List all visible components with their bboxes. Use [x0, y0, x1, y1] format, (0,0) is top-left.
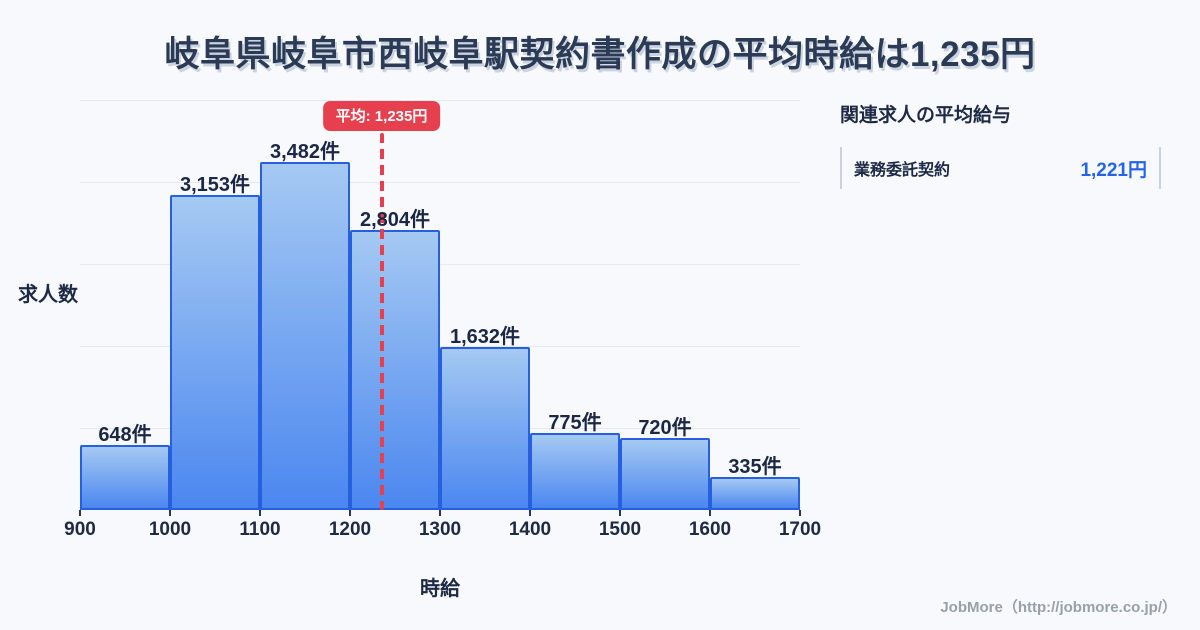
- page-title: 岐阜県岐阜市西岐阜駅契約書作成の平均時給は1,235円: [164, 35, 1036, 74]
- x-axis-tick: [349, 510, 351, 516]
- x-axis-tick-label: 1700: [778, 519, 822, 540]
- contract-type-label: 業務委託契約: [854, 162, 951, 179]
- bar: [710, 476, 800, 510]
- bar: [260, 161, 350, 510]
- y-axis-label: 求人数: [18, 284, 78, 306]
- average-wage-value: 1,221円: [1080, 159, 1147, 181]
- bar: [440, 346, 530, 510]
- bar: [350, 229, 440, 510]
- bar: [620, 438, 710, 510]
- x-axis-tick: [439, 510, 441, 516]
- x-axis-tick: [709, 510, 711, 516]
- average-badge: 平均: 1,235円: [322, 101, 441, 131]
- x-axis-tick-label: 1100: [239, 519, 281, 540]
- bar-value-label: 648件: [98, 424, 152, 447]
- bar-value-label: 775件: [548, 411, 602, 434]
- bar-value-label: 720件: [638, 417, 692, 439]
- x-axis-tick-label: 1300: [418, 519, 462, 540]
- average-marker-line: [379, 133, 384, 510]
- x-axis-tick-label: 1400: [508, 519, 552, 540]
- x-axis-tick: [79, 510, 81, 516]
- bar: [170, 194, 260, 510]
- x-axis-tick: [619, 510, 621, 516]
- bar-value-label: 2,804件: [359, 208, 431, 231]
- x-axis-tick-label: 1600: [688, 519, 732, 540]
- x-axis-tick: [529, 510, 531, 516]
- x-axis-label: 時給: [420, 578, 460, 600]
- gridline: [80, 346, 800, 347]
- bar-value-label: 1,632件: [449, 325, 521, 348]
- bar: [80, 445, 170, 510]
- x-axis-tick-label: 900: [64, 519, 96, 540]
- x-axis-tick-label: 1500: [598, 519, 642, 540]
- gridline: [80, 100, 800, 101]
- bar-value-label: 3,153件: [179, 173, 251, 196]
- x-axis-tick-label: 1200: [328, 519, 372, 540]
- panel-heading: 関連求人の平均給与: [840, 105, 1012, 126]
- bar-value-label: 3,482件: [269, 140, 341, 163]
- site-credit: JobMore（http://jobmore.co.jp/）: [940, 599, 1177, 616]
- bar: [530, 432, 620, 510]
- gridline: [80, 264, 800, 265]
- gridline: [80, 182, 800, 183]
- salary-table-row: 業務委託契約 1,221円: [840, 147, 1161, 189]
- x-axis-tick-label: 1000: [148, 519, 192, 540]
- x-axis-tick: [259, 510, 261, 516]
- x-axis-tick: [169, 510, 171, 516]
- bar-value-label: 335件: [728, 455, 782, 478]
- x-axis-tick: [799, 510, 801, 516]
